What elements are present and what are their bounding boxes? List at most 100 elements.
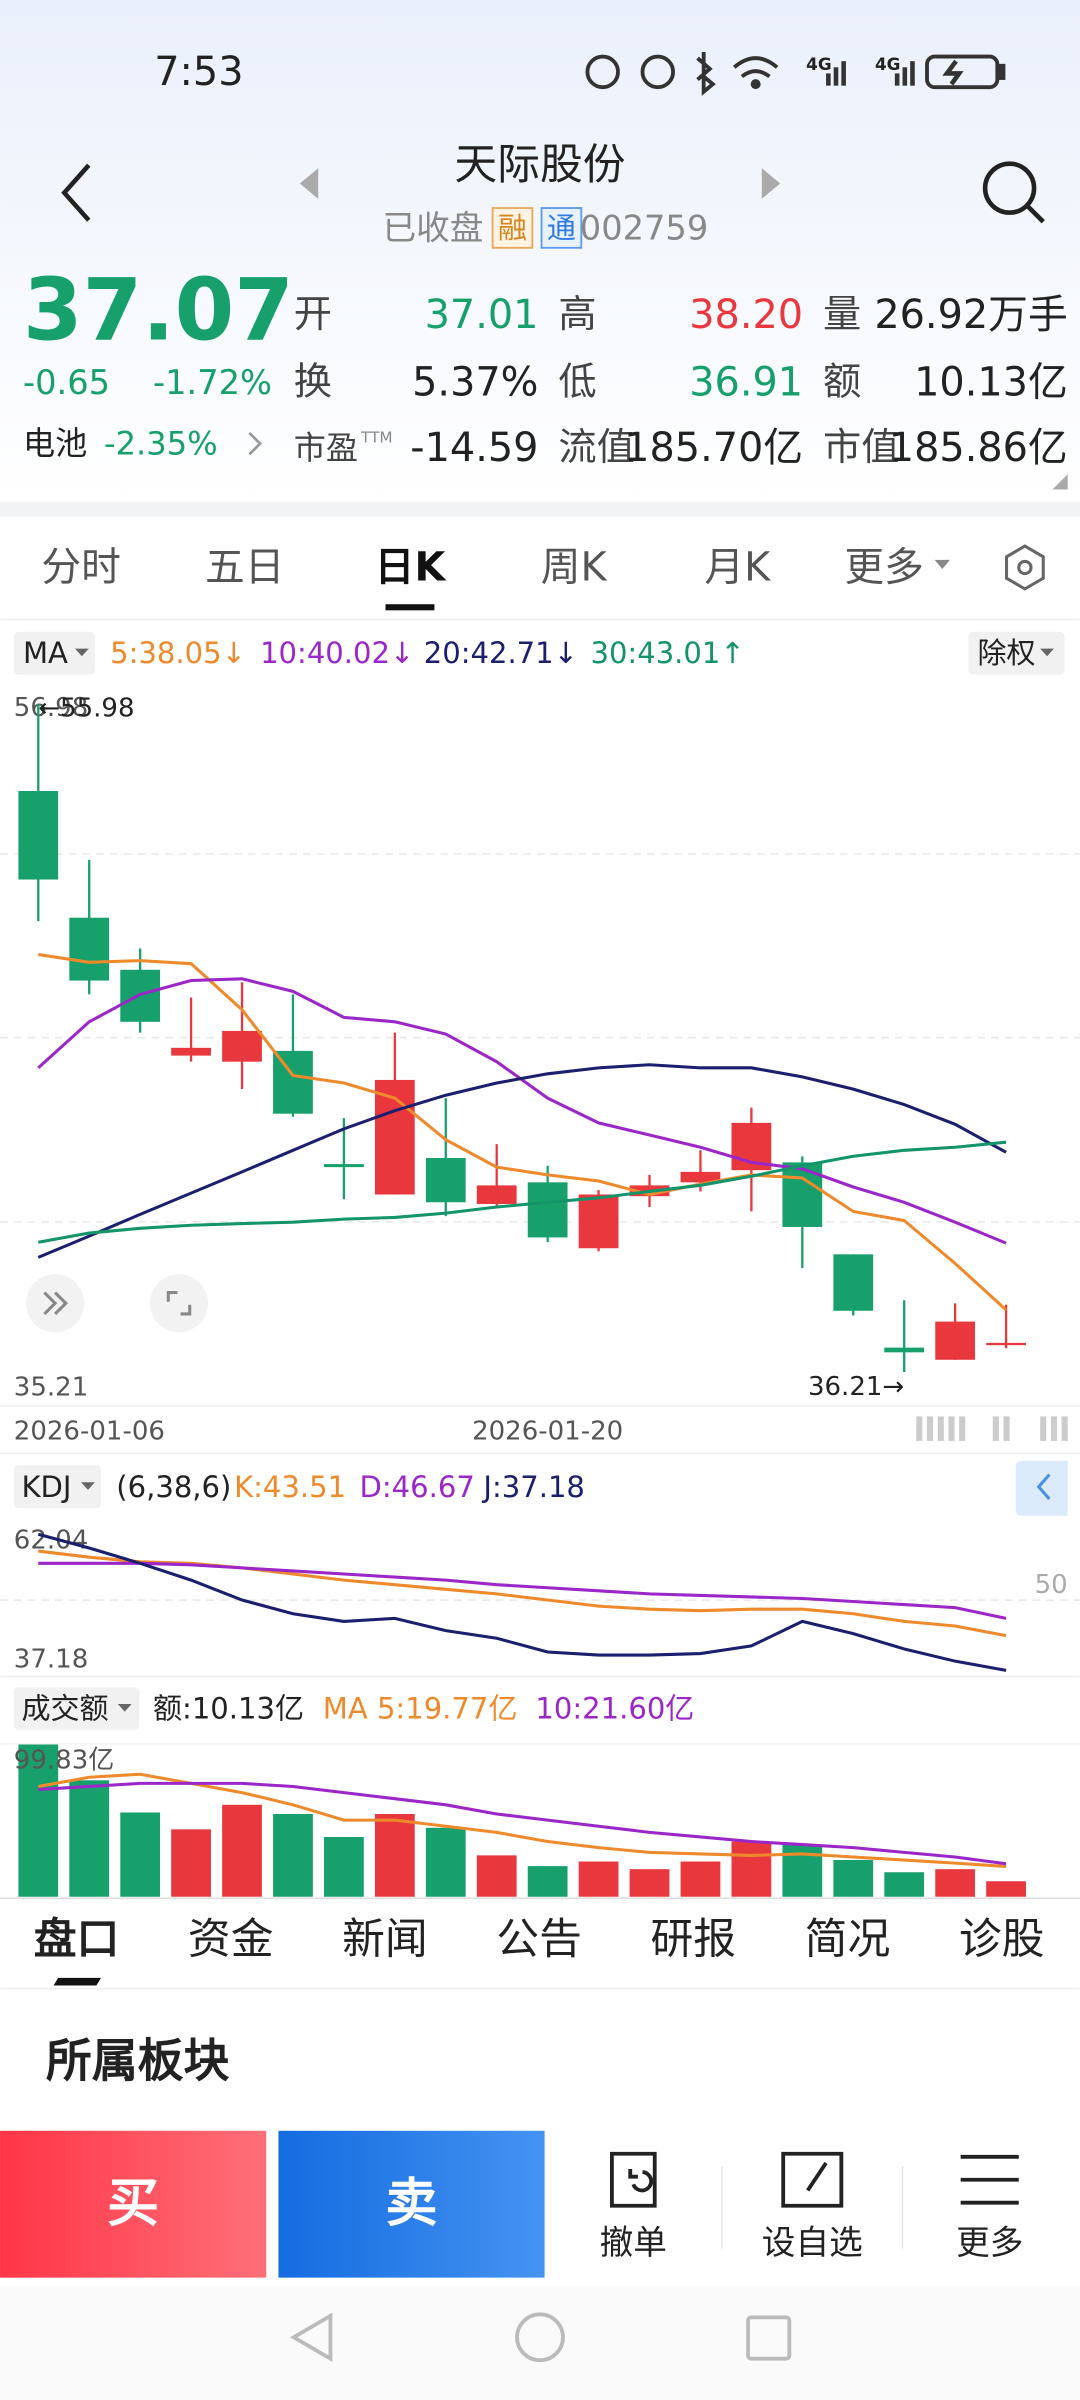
dropdown-arrow: [1040, 648, 1054, 657]
legend-entry: 30:43.01↑: [590, 636, 744, 670]
range-handles: [916, 1416, 1068, 1441]
detail-tab[interactable]: 盘口: [34, 1915, 120, 1965]
volume-bar: [273, 1814, 313, 1897]
period-tab[interactable]: 日K: [375, 544, 448, 590]
detail-tab[interactable]: 公告: [496, 1915, 582, 1965]
indicator-line: [38, 1561, 1007, 1620]
active-tab-indicator: [385, 604, 435, 611]
buy-label: 买: [107, 2174, 159, 2234]
indicator-select[interactable]: [13, 1465, 101, 1509]
indicator-params: (6,38,6): [116, 1470, 231, 1504]
legend-entry: D:46.67: [360, 1470, 475, 1504]
status-icons: [585, 52, 1006, 96]
low-annotation: 36.21→: [808, 1372, 904, 1402]
field-label-sup: TTM: [360, 428, 393, 446]
field-value: -14.59: [410, 425, 538, 471]
field-value: 10.13亿: [914, 359, 1068, 405]
field-label: 低: [558, 360, 596, 404]
cancel-icon[interactable]: [609, 2151, 657, 2208]
nav-back[interactable]: [289, 2312, 333, 2363]
field-value: 26.92万手: [874, 292, 1067, 338]
settings-icon-dot: [1017, 559, 1033, 576]
dropdown-arrow: [934, 559, 950, 570]
buy-button[interactable]: [0, 2130, 267, 2278]
indicator-select[interactable]: [13, 1687, 140, 1731]
candle-body: [935, 1321, 976, 1360]
period-tabs: 分时 五日 日K 周K 月K 更多: [41, 544, 924, 590]
legend-entry: 10:40.02↓: [260, 636, 414, 670]
field-label: 市值: [823, 426, 899, 470]
dropdown-arrow: [117, 1704, 132, 1712]
expand-icon: [43, 1291, 68, 1316]
more-icon[interactable]: [960, 2154, 1019, 2205]
field-value: 37.01: [425, 292, 539, 338]
field-value: 185.70亿: [624, 425, 803, 471]
volume-bar: [324, 1836, 364, 1897]
side-tab-icon: [1036, 1473, 1051, 1501]
volume-bar: [476, 1855, 517, 1897]
sector-arrow[interactable]: [248, 431, 263, 456]
detail-tab[interactable]: 诊股: [959, 1915, 1045, 1965]
signal-bars: [826, 61, 915, 86]
volume-bar: [171, 1829, 211, 1897]
back-button[interactable]: [61, 163, 91, 222]
nav-recent[interactable]: [746, 2315, 792, 2361]
detail-tab[interactable]: 资金: [188, 1915, 274, 1965]
dropdown-arrow: [81, 1482, 95, 1490]
change: -0.65: [23, 363, 110, 402]
detail-tab[interactable]: 新闻: [342, 1915, 428, 1965]
nav-home[interactable]: [515, 2312, 565, 2363]
legend-entry: 20:42.71↓: [424, 636, 578, 670]
tool-label[interactable]: 更多: [956, 2223, 1023, 2262]
volume-summary: 额:10.13亿: [153, 1692, 304, 1726]
indicator-select[interactable]: [13, 631, 95, 675]
indicator-line: [37, 1063, 1007, 1259]
volume-bar: [578, 1861, 619, 1897]
x-tick-label: 2026-01-20: [472, 1417, 623, 1447]
volume-bar: [629, 1869, 670, 1897]
y-tick-label: 35.21: [14, 1372, 88, 1402]
fullscreen-button[interactable]: [149, 1274, 209, 1333]
period-tab[interactable]: 五日: [205, 544, 285, 590]
tag-connect: 通: [547, 211, 576, 245]
tool-label[interactable]: 撤单: [600, 2223, 667, 2262]
period-tab[interactable]: 月K: [704, 544, 771, 590]
period-tab[interactable]: 周K: [541, 544, 608, 590]
period-tab[interactable]: 分时: [41, 544, 121, 590]
next-stock[interactable]: [761, 168, 781, 199]
y-tick-label: 99.83亿: [14, 1746, 114, 1776]
y2-tick-label: 50: [1035, 1570, 1068, 1600]
tool-label[interactable]: 设自选: [762, 2223, 863, 2262]
volume-bar: [374, 1814, 415, 1897]
adjust-select[interactable]: [968, 631, 1065, 675]
detail-tab[interactable]: 简况: [805, 1915, 891, 1965]
sell-label: 卖: [386, 2174, 438, 2234]
field-label: 换: [294, 360, 332, 404]
zoom-buttons: [26, 1274, 209, 1333]
field-label: 额: [823, 360, 861, 404]
field-value: 36.91: [689, 359, 803, 405]
candle-body: [273, 1050, 313, 1114]
period-tab[interactable]: 更多: [844, 544, 924, 590]
detail-tab[interactable]: 研报: [650, 1915, 736, 1965]
search-button[interactable]: [982, 161, 1045, 224]
price: 37.07: [23, 261, 294, 361]
candle-body: [425, 1158, 466, 1203]
stock-name: 天际股份: [454, 140, 625, 190]
settings-icon[interactable]: [1005, 544, 1045, 591]
active-tab-indicator: [53, 1977, 101, 1986]
prev-stock[interactable]: [299, 168, 319, 199]
indicator-line: [37, 1532, 1007, 1672]
legend-entry: K:43.51: [234, 1470, 346, 1504]
volume-bar: [680, 1861, 721, 1897]
dropdown-arrow: [74, 648, 89, 657]
detail-tabs: 盘口 资金 新闻 公告 研报 简况 诊股: [34, 1915, 1045, 1965]
signal-label: 4G: [806, 54, 832, 74]
status-time: 7:53: [154, 49, 243, 95]
watch-icon[interactable]: [781, 2151, 844, 2208]
candle-body: [884, 1347, 925, 1353]
sell-button[interactable]: [278, 2130, 545, 2278]
market-status: 已收盘: [382, 208, 483, 247]
volume-bar: [527, 1866, 568, 1897]
